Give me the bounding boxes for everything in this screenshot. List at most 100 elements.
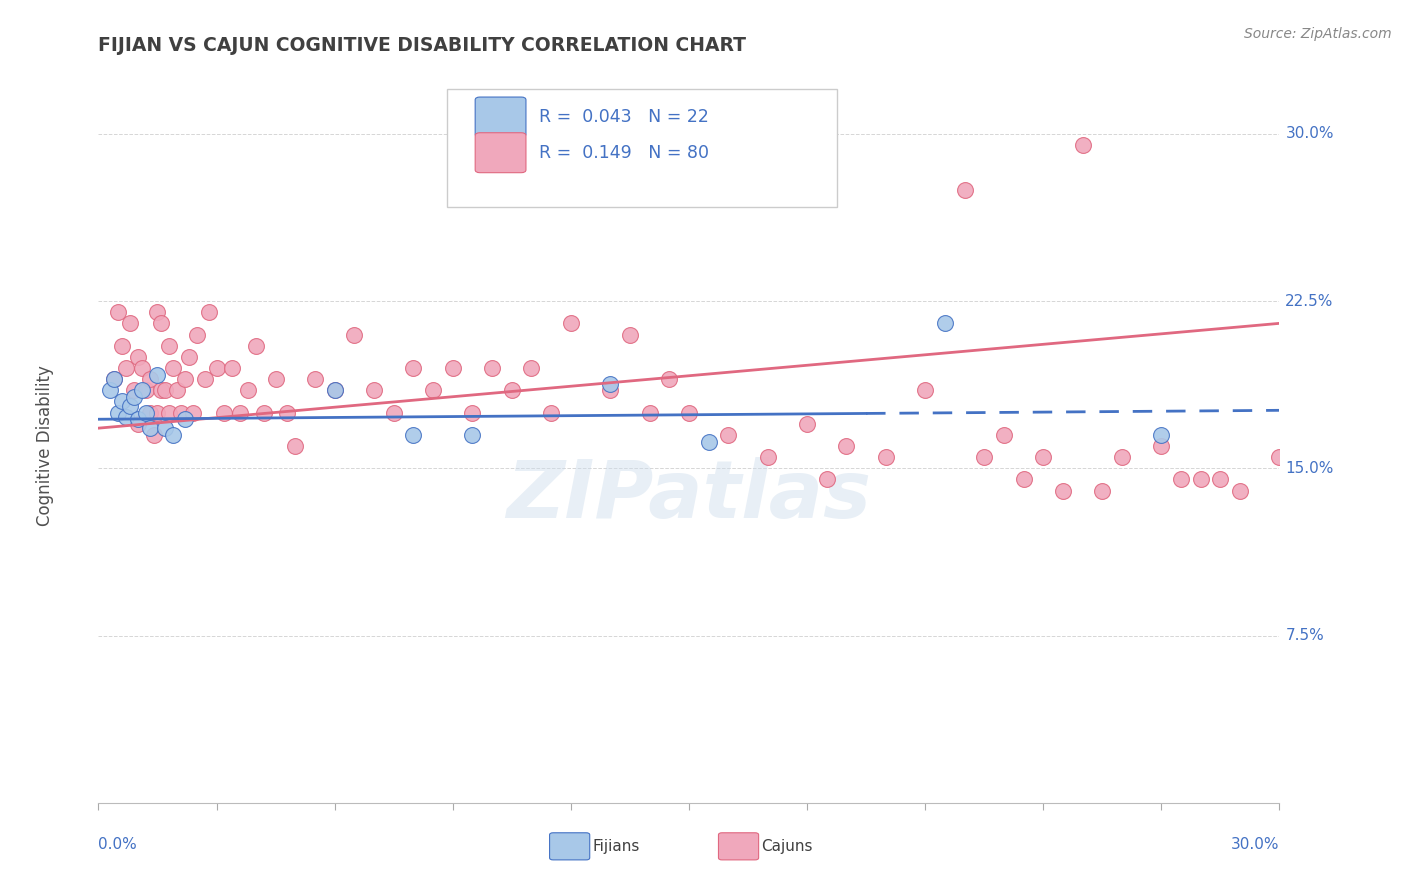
Point (953, 182, 976, 196)
Text: Source: ZipAtlas.com: Source: ZipAtlas.com (1244, 27, 1392, 41)
Point (146, 305, 169, 319)
Point (157, 405, 180, 419)
Text: Cognitive Disability: Cognitive Disability (37, 366, 55, 526)
Point (284, 439, 307, 453)
Text: R =  0.043   N = 22: R = 0.043 N = 22 (538, 108, 709, 126)
Point (441, 360, 464, 375)
Point (1091, 483, 1114, 498)
Point (111, 394, 134, 409)
Point (221, 360, 243, 375)
Point (599, 384, 621, 398)
Point (835, 439, 858, 453)
Text: 30.0%: 30.0% (1285, 127, 1334, 141)
Point (422, 384, 444, 398)
Point (194, 372, 217, 386)
Point (520, 360, 543, 375)
Point (560, 316, 582, 330)
Point (599, 376, 621, 391)
Point (461, 427, 484, 442)
Point (107, 405, 129, 419)
Text: 15.0%: 15.0% (1285, 461, 1334, 475)
Point (103, 372, 125, 386)
Point (174, 372, 197, 386)
Point (135, 384, 157, 398)
Point (304, 372, 326, 386)
Point (1229, 483, 1251, 498)
Point (150, 384, 173, 398)
Point (162, 427, 184, 442)
Point (678, 405, 700, 419)
Point (157, 338, 180, 352)
Point (146, 368, 169, 382)
Point (343, 327, 366, 342)
Point (1189, 473, 1212, 487)
Point (973, 450, 995, 464)
FancyBboxPatch shape (550, 833, 589, 860)
Point (170, 405, 193, 419)
Point (402, 427, 425, 442)
Point (138, 405, 160, 419)
Point (363, 384, 385, 398)
Text: 0.0%: 0.0% (98, 837, 138, 852)
Point (481, 360, 503, 375)
Point (461, 405, 484, 419)
Point (1150, 427, 1173, 442)
Point (1071, 137, 1094, 152)
Point (197, 305, 219, 319)
Point (115, 360, 138, 375)
Point (253, 405, 276, 419)
Point (875, 450, 897, 464)
Point (756, 450, 779, 464)
Text: Fijians: Fijians (592, 838, 640, 854)
Point (138, 421, 160, 435)
Point (796, 417, 818, 431)
Point (162, 360, 184, 375)
Point (131, 384, 153, 398)
Point (138, 372, 160, 386)
Point (127, 412, 149, 426)
Point (323, 384, 346, 398)
Point (118, 399, 141, 413)
Point (914, 384, 936, 398)
Point (993, 427, 1015, 442)
Point (135, 405, 157, 419)
Point (501, 384, 523, 398)
Point (103, 372, 125, 386)
FancyBboxPatch shape (447, 89, 837, 207)
Point (174, 412, 197, 426)
Text: ZIPatlas: ZIPatlas (506, 457, 872, 535)
FancyBboxPatch shape (475, 97, 526, 137)
Point (229, 405, 252, 419)
Text: 22.5%: 22.5% (1285, 293, 1334, 309)
Point (1170, 473, 1192, 487)
Point (276, 405, 298, 419)
Point (1150, 439, 1173, 453)
Point (323, 384, 346, 398)
Point (638, 405, 661, 419)
Point (1052, 483, 1074, 498)
Point (1209, 473, 1232, 487)
Point (186, 327, 208, 342)
Text: 30.0%: 30.0% (1232, 837, 1279, 852)
Point (619, 327, 641, 342)
Point (155, 384, 177, 398)
Point (382, 405, 405, 419)
Point (245, 338, 267, 352)
Point (177, 350, 200, 364)
Point (181, 405, 204, 419)
Point (127, 417, 149, 431)
Point (236, 384, 259, 398)
Point (658, 372, 681, 386)
Point (205, 360, 228, 375)
Point (166, 384, 188, 398)
Point (111, 338, 134, 352)
Point (1012, 473, 1035, 487)
Point (98, 384, 121, 398)
Point (107, 305, 129, 319)
Point (122, 390, 145, 404)
Point (934, 316, 956, 330)
Point (1268, 450, 1291, 464)
Point (402, 360, 425, 375)
Text: Cajuns: Cajuns (761, 838, 813, 854)
Point (155, 421, 177, 435)
